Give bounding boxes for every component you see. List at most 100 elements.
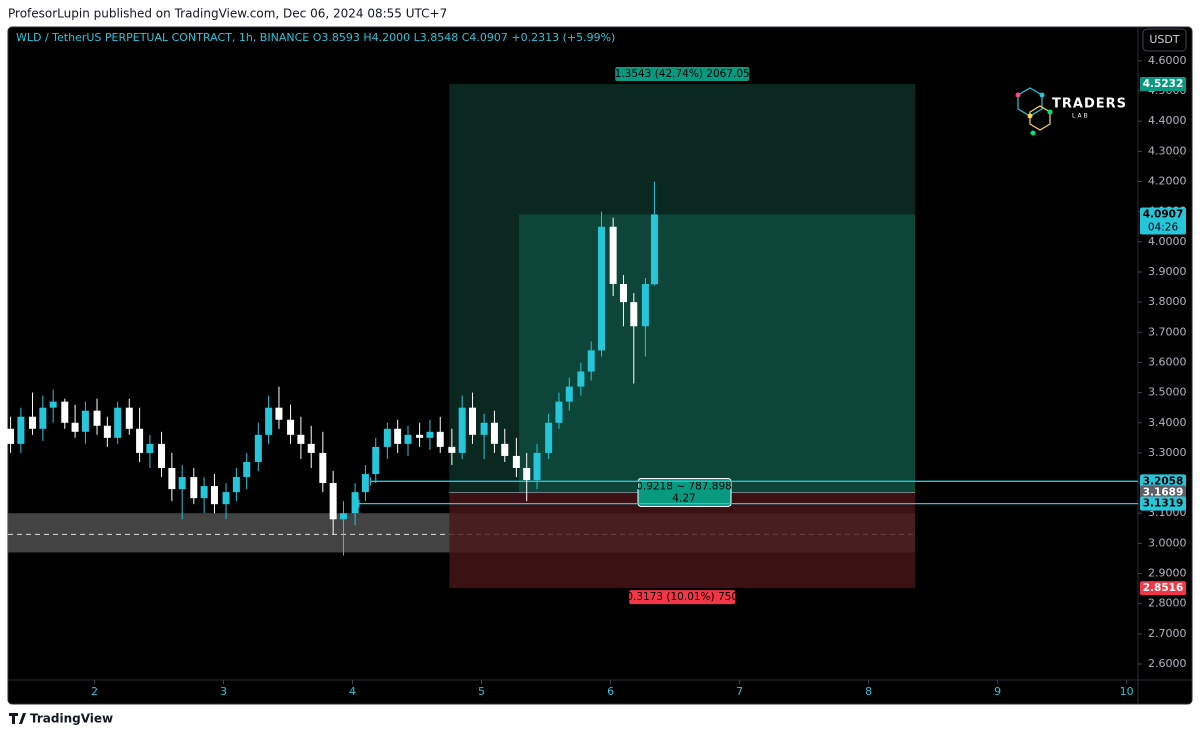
- center-label: 0.9218 ~ 787.898: [636, 480, 732, 492]
- loss-zone: [449, 492, 916, 589]
- candle-body: [307, 443, 315, 453]
- candle-body: [523, 467, 531, 481]
- candle-body: [372, 446, 380, 475]
- x-tick-label: 10: [1120, 685, 1134, 698]
- candle-body: [394, 428, 402, 444]
- candle-body: [329, 483, 337, 520]
- x-tick-label: 4: [349, 685, 356, 698]
- logo-dot: [1030, 130, 1036, 136]
- candle-body: [351, 492, 359, 514]
- candle-body: [404, 434, 412, 444]
- logo-mark: [9, 713, 26, 724]
- candle-body: [501, 443, 509, 456]
- candle-body: [210, 486, 218, 505]
- y-tick-label: 3.6000: [1148, 355, 1187, 368]
- candle-body: [565, 386, 573, 402]
- candle-body: [254, 434, 262, 462]
- candle-body: [619, 284, 627, 303]
- candle-body: [448, 446, 456, 453]
- x-tick-label: 5: [478, 685, 485, 698]
- candle-body: [17, 416, 25, 444]
- ratio-label: 4.27: [672, 492, 695, 504]
- logo-hex: [1017, 87, 1043, 117]
- target-label-box: [615, 67, 750, 82]
- candle-body: [641, 284, 649, 327]
- candle-body: [587, 350, 595, 372]
- stop-label: 0.3173 (10.01%) 750: [626, 591, 738, 603]
- candle-body: [512, 455, 520, 468]
- logo-dot: [1027, 113, 1033, 119]
- traders-lab-logo: TRADERS LAB: [1015, 87, 1127, 136]
- candle-body: [146, 443, 154, 453]
- x-tick-label: 3: [220, 685, 227, 698]
- logo-dot: [1047, 109, 1053, 115]
- candle-body: [103, 425, 111, 438]
- price-tag: [1140, 207, 1186, 235]
- y-tick-label: 4.4000: [1148, 114, 1187, 127]
- candle-body: [630, 302, 638, 327]
- x-tick-label: 2: [91, 685, 98, 698]
- price-tag-label: 4.5232: [1143, 78, 1184, 90]
- y-tick-label: 3.3000: [1148, 446, 1187, 459]
- candle-body: [200, 486, 208, 499]
- candle-body: [125, 407, 133, 429]
- logo-dot: [1015, 92, 1021, 98]
- x-tick-label: 7: [736, 685, 743, 698]
- price-tag: [1140, 77, 1186, 92]
- y-tick-label: 3.9000: [1148, 265, 1187, 278]
- candle-body: [178, 477, 186, 490]
- y-tick-label: 4.3000: [1148, 144, 1187, 157]
- chart-layer: 2.60002.70002.80002.90003.00003.10003.20…: [7, 28, 1192, 704]
- candle-body: [458, 407, 466, 453]
- stop-label-box: [629, 590, 736, 605]
- candle-body: [416, 434, 424, 438]
- candle-body: [436, 431, 444, 447]
- price-tag: [1140, 581, 1186, 596]
- candle-body: [533, 452, 541, 481]
- y-tick-label: 3.8000: [1148, 295, 1187, 308]
- countdown-label: 04:26: [1148, 221, 1179, 233]
- candle-body: [114, 407, 122, 438]
- price-tag-label: 3.1689: [1143, 486, 1184, 498]
- candle-body: [49, 401, 57, 408]
- target-label: 1.3543 (42.74%) 2067.05: [615, 68, 750, 80]
- currency-button: [1142, 28, 1187, 52]
- candle-body: [426, 431, 434, 438]
- logo-title: TRADERS: [1052, 97, 1127, 112]
- candle-body: [232, 477, 240, 493]
- candle-body: [287, 419, 295, 435]
- price-tag-label: 4.0907: [1143, 208, 1184, 220]
- price-tag: [1140, 485, 1186, 500]
- candle-body: [609, 226, 617, 285]
- candle-body: [650, 214, 658, 285]
- y-tick-label: 3.4000: [1148, 416, 1187, 429]
- y-tick-label: 2.8000: [1148, 597, 1187, 610]
- candle-body: [39, 407, 47, 429]
- logo-hex: [1029, 105, 1051, 131]
- price-tag-label: 2.8516: [1143, 582, 1184, 594]
- footer-brand: TradingView: [30, 712, 113, 726]
- y-tick-label: 4.6000: [1148, 54, 1187, 67]
- candle-body: [136, 428, 144, 453]
- price-tag-label: 3.2058: [1143, 475, 1184, 487]
- y-tick-label: 4.0000: [1148, 235, 1187, 248]
- logo-subtitle: LAB: [1072, 113, 1090, 120]
- candle-body: [469, 407, 477, 435]
- candle-body: [265, 407, 273, 435]
- price-tag-label: 3.1319: [1143, 498, 1184, 510]
- y-tick-label: 2.9000: [1148, 567, 1187, 580]
- candle-body: [545, 422, 553, 453]
- candle-body: [29, 416, 37, 429]
- candle-body: [61, 401, 69, 423]
- candle-body: [168, 467, 176, 490]
- candle-body: [577, 371, 585, 387]
- center-label-box: [637, 477, 732, 507]
- x-tick-label: 6: [607, 685, 614, 698]
- logo-dot: [1039, 92, 1045, 98]
- candle-body: [383, 428, 391, 447]
- tradingview-logo: TradingView: [9, 712, 113, 726]
- candle-body: [297, 434, 305, 444]
- candle-body: [71, 422, 79, 432]
